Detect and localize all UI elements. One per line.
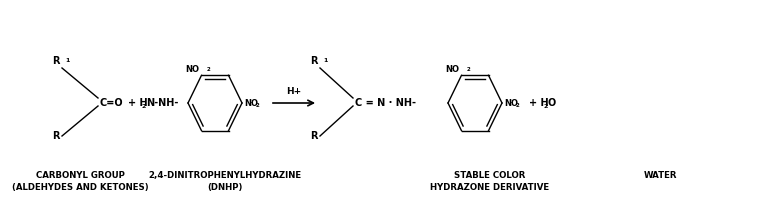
Text: NO: NO	[185, 65, 199, 74]
Text: STABLE COLOR
HYDRAZONE DERIVATIVE: STABLE COLOR HYDRAZONE DERIVATIVE	[430, 171, 549, 192]
Text: R: R	[52, 131, 60, 141]
Text: N-NH-: N-NH-	[146, 98, 179, 108]
Text: 2: 2	[543, 103, 547, 109]
Text: C = N · NH-: C = N · NH-	[355, 98, 416, 108]
Text: R: R	[311, 131, 318, 141]
Text: 2: 2	[256, 103, 260, 108]
Text: NO: NO	[504, 98, 518, 108]
Text: H+: H+	[287, 87, 302, 96]
Text: WATER: WATER	[643, 171, 676, 180]
Text: R: R	[311, 56, 318, 66]
Text: CARBONYL GROUP
(ALDEHYDES AND KETONES): CARBONYL GROUP (ALDEHYDES AND KETONES)	[11, 171, 148, 192]
Text: NO: NO	[445, 65, 460, 74]
Text: + H: + H	[529, 98, 549, 108]
Text: O: O	[547, 98, 556, 108]
Text: 2: 2	[142, 103, 147, 109]
Text: 2: 2	[516, 103, 520, 108]
Text: 1: 1	[65, 58, 69, 63]
Text: 1: 1	[323, 58, 328, 63]
Text: 2: 2	[467, 67, 470, 72]
Text: 2: 2	[207, 67, 211, 72]
Text: R: R	[52, 56, 60, 66]
Text: 2,4-DINITROPHENYLHYDRAZINE
(DNHP): 2,4-DINITROPHENYLHYDRAZINE (DNHP)	[148, 171, 302, 192]
Text: + H: + H	[128, 98, 147, 108]
Text: NO: NO	[244, 98, 258, 108]
Text: C=O: C=O	[100, 98, 124, 108]
